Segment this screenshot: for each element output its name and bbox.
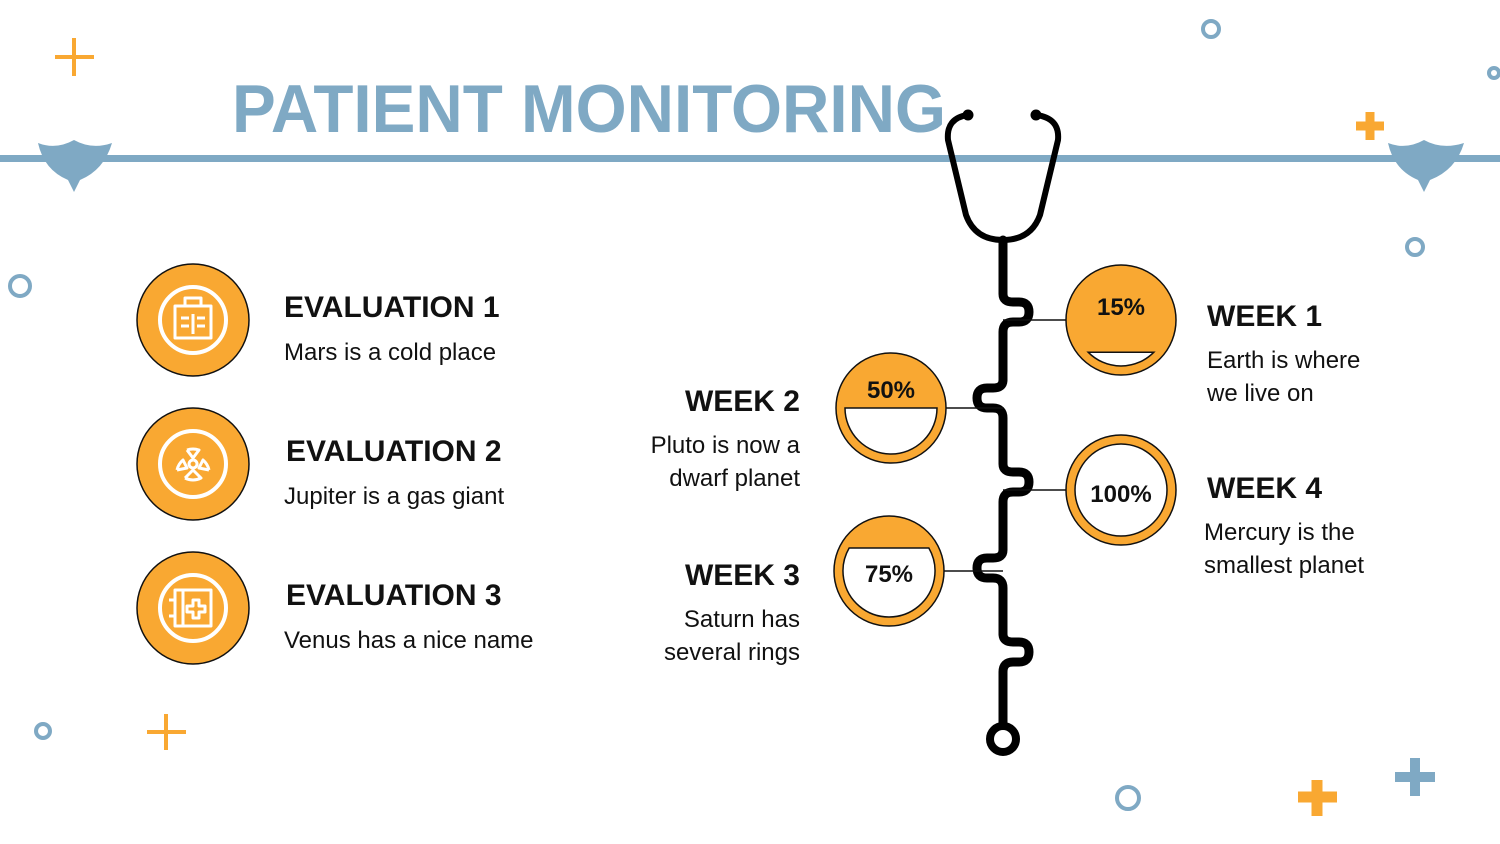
title: PATIENT MONITORING <box>232 71 946 147</box>
eval-icon <box>175 447 211 482</box>
week-text: dwarf planet <box>669 465 800 492</box>
progress-fill <box>1074 443 1168 537</box>
eval-title: EVALUATION 1 <box>284 291 500 324</box>
week-text: we live on <box>1206 380 1314 407</box>
plus <box>1395 758 1435 796</box>
eval-badge-inner <box>158 573 228 643</box>
week-title: WEEK 1 <box>1207 300 1322 333</box>
week-text: Mercury is the <box>1204 519 1355 546</box>
ring <box>8 274 32 298</box>
ring <box>1405 237 1425 257</box>
stem <box>972 235 1034 729</box>
progress-fill <box>1086 351 1156 367</box>
ring <box>1115 785 1141 811</box>
week-text: Saturn has <box>684 606 800 633</box>
ring <box>1201 19 1221 39</box>
ring <box>1487 66 1500 80</box>
week-percent: 100% <box>1090 481 1151 508</box>
eval-title: EVALUATION 2 <box>286 435 502 468</box>
ring <box>34 722 52 740</box>
plus <box>1356 112 1384 140</box>
earpiece <box>962 109 974 121</box>
week-percent: 15% <box>1097 294 1145 321</box>
eval-text: Mars is a cold place <box>284 339 496 366</box>
eval-text: Jupiter is a gas giant <box>284 483 504 510</box>
week-percent: 75% <box>865 561 913 588</box>
eval-badge-inner <box>158 429 228 499</box>
plus <box>147 714 186 750</box>
cup-right <box>1388 140 1464 192</box>
tubes <box>944 112 1062 243</box>
week-text: several rings <box>664 639 800 666</box>
stethoscope <box>944 109 1062 756</box>
eval-badge-inner <box>158 285 228 355</box>
eval-title: EVALUATION 3 <box>286 579 502 612</box>
eval-badge <box>136 551 250 665</box>
week-badge <box>1065 264 1177 376</box>
week-text: Pluto is now a <box>651 432 801 459</box>
progress-fill <box>842 547 936 618</box>
week-percent: 50% <box>867 377 915 404</box>
eval-text: Venus has a nice name <box>284 627 534 654</box>
week-title: WEEK 2 <box>685 385 800 418</box>
earpiece <box>1030 109 1042 121</box>
progress-fill <box>844 407 938 455</box>
chest-piece <box>986 722 1020 756</box>
plus <box>55 38 94 76</box>
cup-left <box>38 140 112 192</box>
decorations <box>8 19 1500 816</box>
eval-badge <box>136 407 250 521</box>
week-text: Earth is where <box>1207 347 1360 374</box>
header-line <box>0 155 1500 162</box>
week-text: smallest planet <box>1204 552 1364 579</box>
plus <box>1298 780 1337 816</box>
eval-icon <box>173 296 213 340</box>
week-title: WEEK 4 <box>1207 472 1322 505</box>
week-title: WEEK 3 <box>685 559 800 592</box>
eval-icon <box>169 588 213 628</box>
